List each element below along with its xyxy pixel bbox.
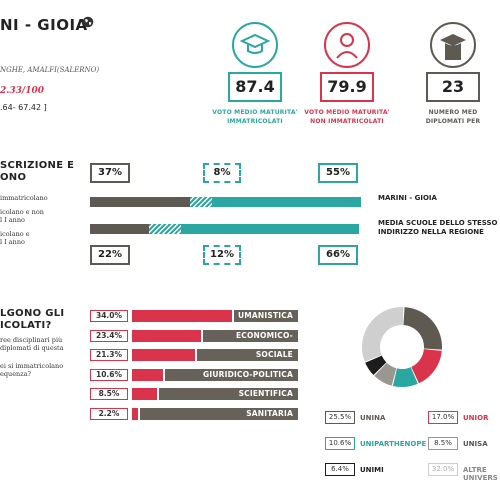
legend-pct-1: 17.0%	[428, 411, 458, 424]
donut-slice-altre	[362, 307, 404, 362]
category-bar-0	[132, 310, 232, 322]
legend-pct-4: 6.4%	[325, 463, 355, 476]
section-title-scelte: LGONO GLI ICOLATI?	[0, 308, 65, 331]
note-aree: ree disciplinari più diplomati di questa	[0, 336, 64, 352]
card-icon-circle	[324, 22, 370, 68]
card-value-box-2: 23	[426, 72, 480, 102]
legend-label-1: UNIOR	[463, 414, 489, 422]
category-name-3: GIURIDICO-POLITICA	[165, 369, 298, 381]
bar-0-segment-0	[90, 197, 190, 207]
legend-pct-3: 8.5%	[428, 437, 458, 450]
legend-label-5: ALTRE UNIVERS	[463, 466, 498, 482]
category-bar-5	[132, 408, 138, 420]
category-pct-2: 21.3%	[90, 349, 128, 361]
category-name-2: SOCIALE	[197, 349, 298, 361]
category-bar-3	[132, 369, 163, 381]
category-bar-4	[132, 388, 157, 400]
category-name-0: UMANISTICA	[234, 310, 298, 322]
card-value-box-0: 87.4	[228, 72, 282, 102]
category-name-1: ECONOMICO-STATISTICA	[203, 330, 298, 352]
bar-0-segment-1	[190, 197, 212, 207]
legend-label-0: UNINA	[360, 414, 386, 422]
globe-icon[interactable]	[82, 16, 94, 28]
note-frequenza: ei si immatricolano equenza?	[0, 362, 64, 378]
top-pct-box-2: 55%	[318, 163, 358, 183]
category-name-4: SCIENTIFICA	[159, 388, 298, 400]
legend-pct-2: 10.6%	[325, 437, 355, 450]
donut-slice-unina	[403, 307, 442, 350]
note-immatricolano-non: icolano e non l I anno	[0, 208, 44, 224]
donut-slice-unior	[411, 349, 442, 384]
donut-slice-unisa	[374, 362, 397, 386]
top-pct-box-1: 8%	[203, 163, 241, 183]
card-label-2: NUMERO MED DIPLOMATI PER	[425, 109, 481, 125]
donut-slice-unimi	[365, 355, 387, 376]
bottom-pct-box-0: 22%	[90, 245, 130, 265]
universities-donut-chart	[362, 307, 442, 387]
category-bar-2	[132, 349, 195, 361]
legend-label-3: UNISA	[463, 440, 488, 448]
graduation-cap-icon	[440, 34, 466, 60]
top-pct-box-0: 37%	[90, 163, 130, 183]
card-value-box-1: 79.9	[320, 72, 374, 102]
bar-1-segment-2	[181, 224, 359, 234]
category-name-5: SANITARIA	[140, 408, 298, 420]
card-label-1: VOTO MEDIO MATURITA' NON IMMATRICOLATI	[304, 109, 390, 125]
bar-label-1: MEDIA SCUOLE DELLO STESSO INDIRIZZO NELLA…	[378, 219, 498, 236]
card-label-0: VOTO MEDIO MATURITA' IMMATRICOLATI	[212, 109, 298, 125]
bar-0-segment-2	[212, 197, 361, 207]
card-icon-circle	[232, 22, 278, 68]
category-pct-0: 34.0%	[90, 310, 128, 322]
donut-slice-uniparthenope	[392, 367, 418, 387]
person-icon	[336, 33, 358, 59]
legend-label-2: UNIPARTHENOPE	[360, 440, 427, 448]
bar-label-0: MARINI - GIOIA	[378, 194, 437, 202]
school-title: NI - GIOIA	[0, 16, 88, 34]
graduation-cap-icon	[239, 33, 271, 54]
bar-1-segment-1	[149, 224, 181, 234]
category-pct-5: 2.2%	[90, 408, 128, 420]
note-immatricolano: immatricolano	[0, 194, 48, 202]
bar-1-segment-0	[90, 224, 149, 234]
legend-pct-5: 32.0%	[428, 463, 458, 476]
legend-pct-0: 25.5%	[325, 411, 355, 424]
score-range: .64- 67.42 ]	[0, 103, 47, 112]
category-pct-4: 8.5%	[90, 388, 128, 400]
section-title-iscrizione: SCRIZIONE E ONO	[0, 160, 75, 183]
card-icon-circle	[430, 22, 476, 68]
category-pct-1: 23.4%	[90, 330, 128, 342]
category-bar-1	[132, 330, 201, 342]
category-pct-3: 10.6%	[90, 369, 128, 381]
bottom-pct-box-1: 12%	[203, 245, 241, 265]
school-location: NGHE, AMALFI(SALERNO)	[0, 66, 100, 74]
bottom-pct-box-2: 66%	[318, 245, 358, 265]
school-score: 2.33/100	[0, 86, 44, 96]
legend-label-4: UNIMI	[360, 466, 384, 474]
